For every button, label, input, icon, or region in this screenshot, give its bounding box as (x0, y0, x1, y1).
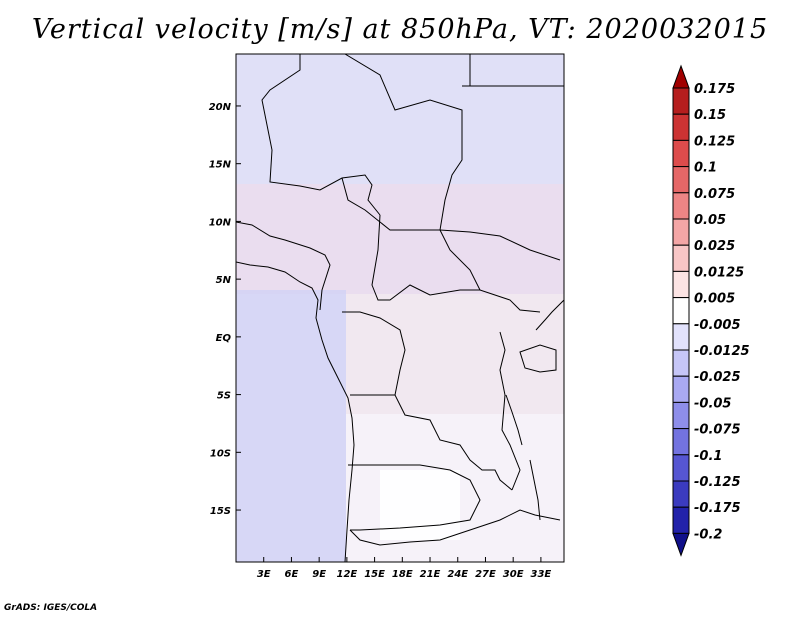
country-border (261, 54, 381, 216)
lat-tick-label: 15N (209, 160, 232, 171)
vertical-velocity-field (236, 54, 564, 562)
colorbar-label: -0.075 (694, 423, 741, 438)
colorbar-swatch (672, 349, 690, 377)
lon-tick-label: 24E (447, 569, 468, 580)
lat-tick-label: 10S (210, 448, 231, 459)
lat-tick-label: 5S (217, 391, 231, 402)
colorbar-swatch (672, 244, 690, 272)
colorbar-label: 0.0125 (694, 265, 744, 280)
colorbar-swatch (672, 113, 690, 141)
country-border (236, 221, 331, 311)
lon-tick-label: 33E (531, 569, 552, 580)
colorbar-swatch (672, 270, 690, 299)
west-africa-coastline (236, 261, 355, 562)
country-border (341, 177, 561, 261)
lon-tick-label: 9E (312, 569, 326, 580)
colorbar-swatch (672, 323, 690, 351)
colorbar-label: -0.125 (694, 475, 741, 490)
colorbar-label: 0.1 (694, 161, 717, 176)
colorbar-swatch (672, 506, 690, 534)
country-border (371, 214, 541, 313)
colorbar-swatch (672, 375, 690, 403)
lat-tick-label: 15S (210, 506, 231, 517)
colorbar-label: 0.005 (694, 292, 735, 307)
colorbar-top-arrow (672, 64, 690, 89)
grads-credit: GrADS: IGES/COLA (4, 603, 98, 613)
colorbar-bottom-arrow (672, 532, 690, 557)
colorbar-swatch (672, 166, 690, 194)
colorbar-swatch (672, 87, 690, 115)
colorbar-label: 0.075 (694, 187, 735, 202)
colorbar-label: 0.175 (694, 82, 735, 97)
colorbar-swatch (672, 454, 690, 482)
country-border (350, 394, 513, 491)
colorbar-swatch (672, 428, 690, 456)
colorbar-label: -0.025 (694, 370, 741, 385)
colorbar-swatch (672, 139, 690, 168)
country-border (344, 54, 481, 291)
colorbar-swatch (672, 192, 690, 220)
colorbar-label: -0.0125 (694, 344, 750, 359)
lon-tick-label: 12E (336, 569, 357, 580)
colorbar-label: -0.2 (694, 527, 722, 542)
lake-victoria (519, 344, 557, 373)
lon-tick-label: 6E (285, 569, 299, 580)
country-border (342, 311, 406, 396)
country-border (499, 331, 521, 491)
colorbar-label: -0.005 (694, 318, 741, 333)
colorbar-label: 0.125 (694, 134, 735, 149)
lon-tick-label: 3E (257, 569, 271, 580)
lon-tick-label: 18E (392, 569, 413, 580)
colorbar-label: 0.025 (694, 239, 735, 254)
lat-tick-label: 10N (209, 217, 232, 228)
lat-tick-label: 5N (216, 275, 232, 286)
borders (236, 54, 564, 562)
colorbar-swatch (672, 297, 690, 325)
map-title: Vertical velocity [m/s] at 850hPa, VT: 2… (31, 14, 769, 45)
lon-tick-label: 30E (503, 569, 524, 580)
lat-tick-label: 20N (209, 102, 232, 113)
country-border (535, 299, 564, 331)
country-border (349, 509, 561, 546)
lon-tick-label: 15E (364, 569, 385, 580)
colorbar-label: -0.1 (694, 449, 722, 464)
colorbar-label: -0.175 (694, 501, 741, 516)
axes: 3E 6E 9E 12E 15E 18E 21E 24E 27E 30E 33E 20N 15N 10N 5… (209, 102, 552, 580)
colorbar-swatch (672, 401, 690, 430)
country-border (348, 464, 481, 531)
colorbar-label: -0.05 (694, 396, 731, 411)
plot-frame (235, 53, 565, 563)
lat-tick-label: EQ (216, 333, 232, 344)
lon-tick-label: 21E (420, 569, 441, 580)
lake-tanganyika (505, 394, 523, 446)
colorbar-label: 0.05 (694, 213, 726, 228)
lon-tick-label: 27E (475, 569, 496, 580)
colorbar-swatch (672, 218, 690, 246)
lake-malawi (529, 459, 541, 521)
colorbar-label: 0.15 (694, 108, 726, 123)
colorbar: 0.175 0.15 0.125 0.1 0.075 0.05 0.025 0.0125 0.0… (672, 64, 750, 557)
colorbar-swatch (672, 480, 690, 508)
